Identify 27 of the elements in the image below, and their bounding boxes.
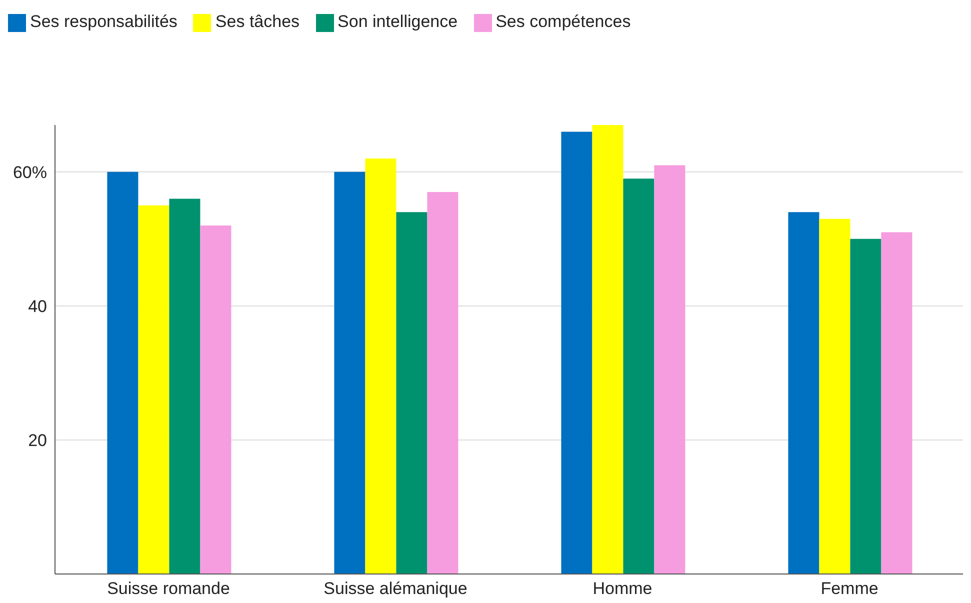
bar (819, 218, 850, 574)
bar (334, 172, 366, 574)
legend-label: Son intelligence (338, 12, 458, 31)
bar (881, 232, 912, 574)
bar (169, 198, 200, 574)
x-tick-label: Homme (592, 579, 652, 598)
legend-label: Ses responsabilités (30, 12, 178, 31)
x-tick-label: Suisse alémanique (324, 579, 468, 598)
y-tick-label: 20 (28, 431, 47, 450)
bar (365, 158, 396, 574)
bar (200, 226, 232, 574)
bar (396, 212, 428, 574)
x-tick-label: Femme (820, 579, 878, 598)
bar (850, 238, 882, 574)
x-tick-label: Suisse romande (107, 579, 230, 598)
bar (427, 192, 458, 574)
bar (138, 205, 170, 574)
bar (107, 172, 138, 574)
bar (623, 178, 654, 574)
legend-label: Ses tâches (215, 12, 300, 31)
y-tick-label: 40 (28, 296, 47, 316)
bar (788, 212, 820, 574)
legend-label: Ses compétences (496, 12, 631, 31)
bar (561, 132, 592, 574)
bar (654, 165, 686, 574)
y-tick-label: 60% (12, 162, 47, 182)
bar (592, 125, 624, 574)
